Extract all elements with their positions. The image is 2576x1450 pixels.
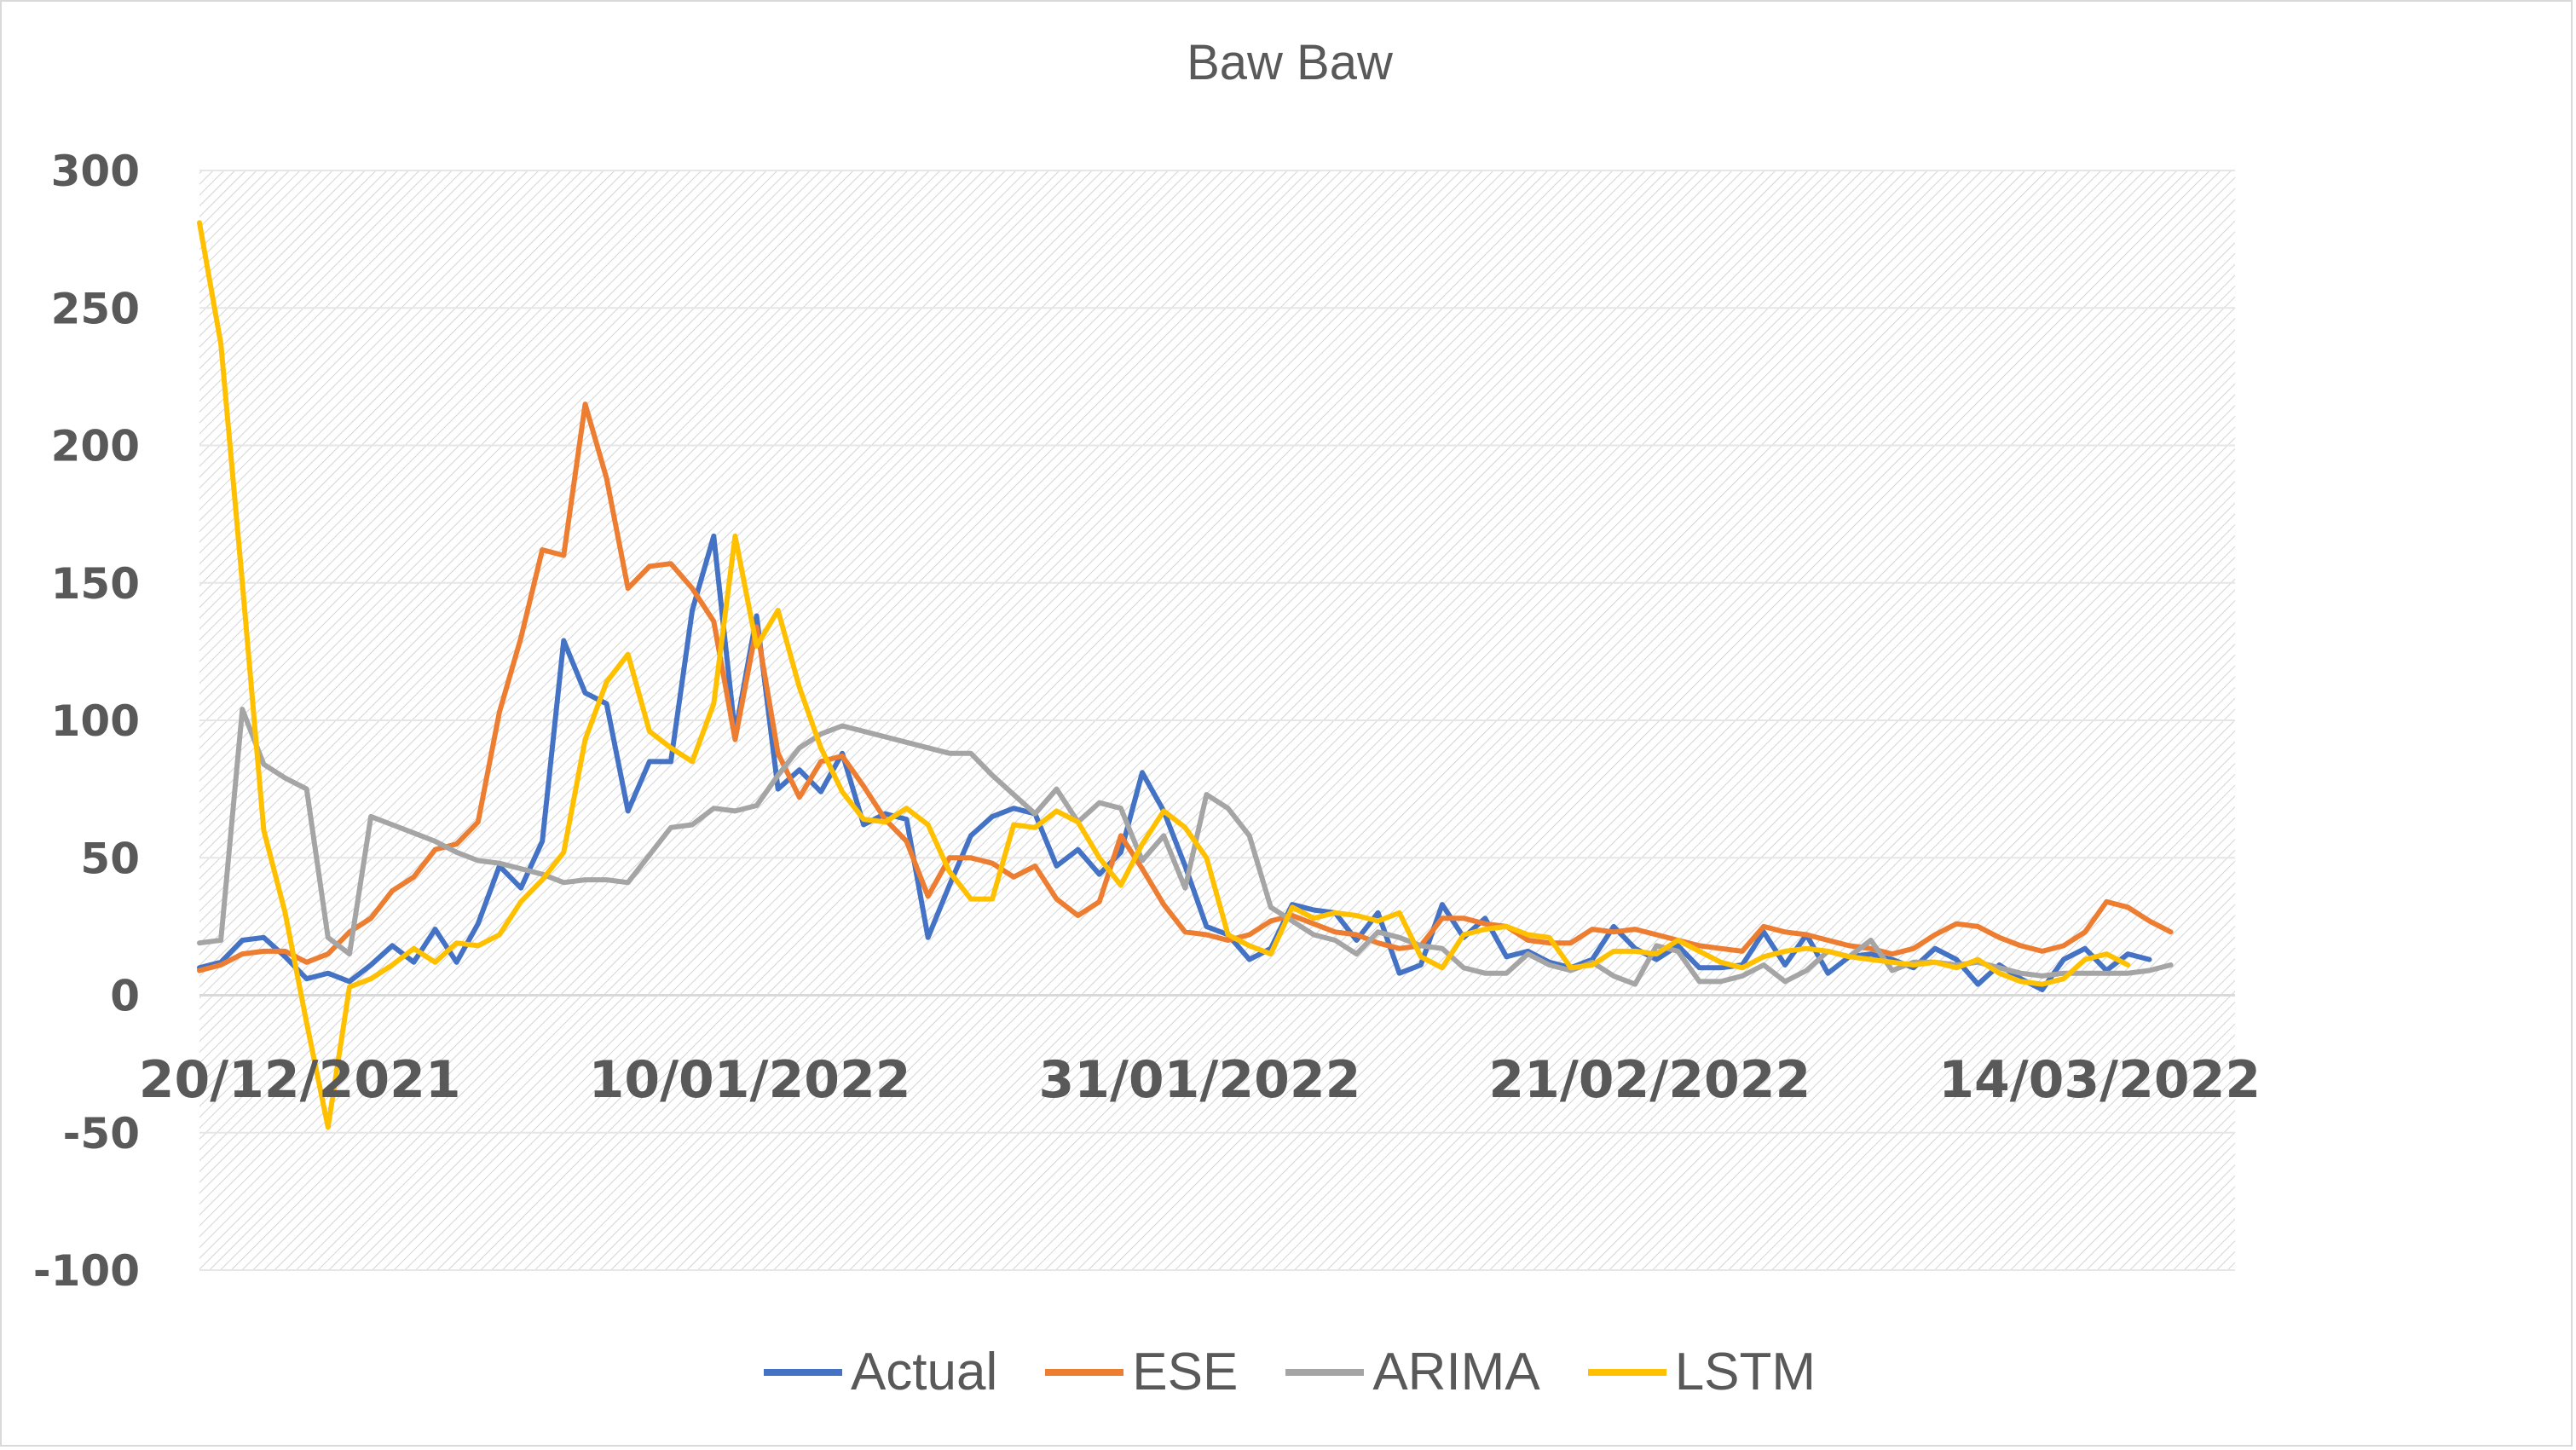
y-tick-label: -50 bbox=[63, 1109, 140, 1158]
y-tick-label: 50 bbox=[80, 834, 140, 883]
legend-item-ese: ESE bbox=[1045, 1342, 1238, 1402]
series-line-actual bbox=[197, 533, 2152, 992]
legend-label: ARIMA bbox=[1372, 1343, 1540, 1401]
legend-swatch bbox=[1587, 1368, 1666, 1376]
x-tick-label: 21/02/2022 bbox=[1488, 1050, 1811, 1110]
y-axis-ticks: 300 250 200 150 100 50 0 -50 -100 bbox=[33, 147, 140, 1296]
gridlines bbox=[199, 170, 2235, 1271]
series-line-lstm bbox=[197, 220, 2131, 1130]
x-tick-label: 20/12/2021 bbox=[139, 1050, 461, 1110]
legend-label: LSTM bbox=[1674, 1343, 1816, 1401]
y-tick-label: 100 bbox=[51, 696, 140, 746]
legend-label: Actual bbox=[850, 1343, 998, 1401]
legend-swatch bbox=[1045, 1368, 1124, 1376]
x-tick-label: 31/01/2022 bbox=[1039, 1050, 1361, 1110]
legend-item-arima: ARIMA bbox=[1285, 1342, 1540, 1402]
x-tick-label: 10/01/2022 bbox=[589, 1050, 911, 1110]
y-tick-label: -100 bbox=[33, 1246, 140, 1296]
x-tick-label: 14/03/2022 bbox=[1938, 1050, 2261, 1110]
y-tick-label: 300 bbox=[51, 147, 140, 196]
y-tick-label: 200 bbox=[51, 422, 140, 471]
legend-item-lstm: LSTM bbox=[1587, 1342, 1816, 1402]
series-lines bbox=[197, 220, 2174, 1130]
y-tick-label: 0 bbox=[110, 972, 140, 1021]
legend-label: ESE bbox=[1132, 1343, 1239, 1401]
x-axis-ticks: 20/12/2021 10/01/2022 31/01/2022 21/02/2022… bbox=[139, 1050, 2261, 1110]
y-tick-label: 150 bbox=[51, 559, 140, 609]
chart-title: Baw Baw bbox=[1187, 35, 1393, 90]
y-tick-label: 250 bbox=[51, 284, 140, 333]
legend: Actual ESE ARIMA LSTM bbox=[2, 1342, 2576, 1402]
legend-swatch bbox=[763, 1368, 842, 1376]
legend-swatch bbox=[1285, 1368, 1365, 1376]
series-line-ese bbox=[197, 401, 2174, 973]
legend-item-actual: Actual bbox=[763, 1342, 998, 1402]
